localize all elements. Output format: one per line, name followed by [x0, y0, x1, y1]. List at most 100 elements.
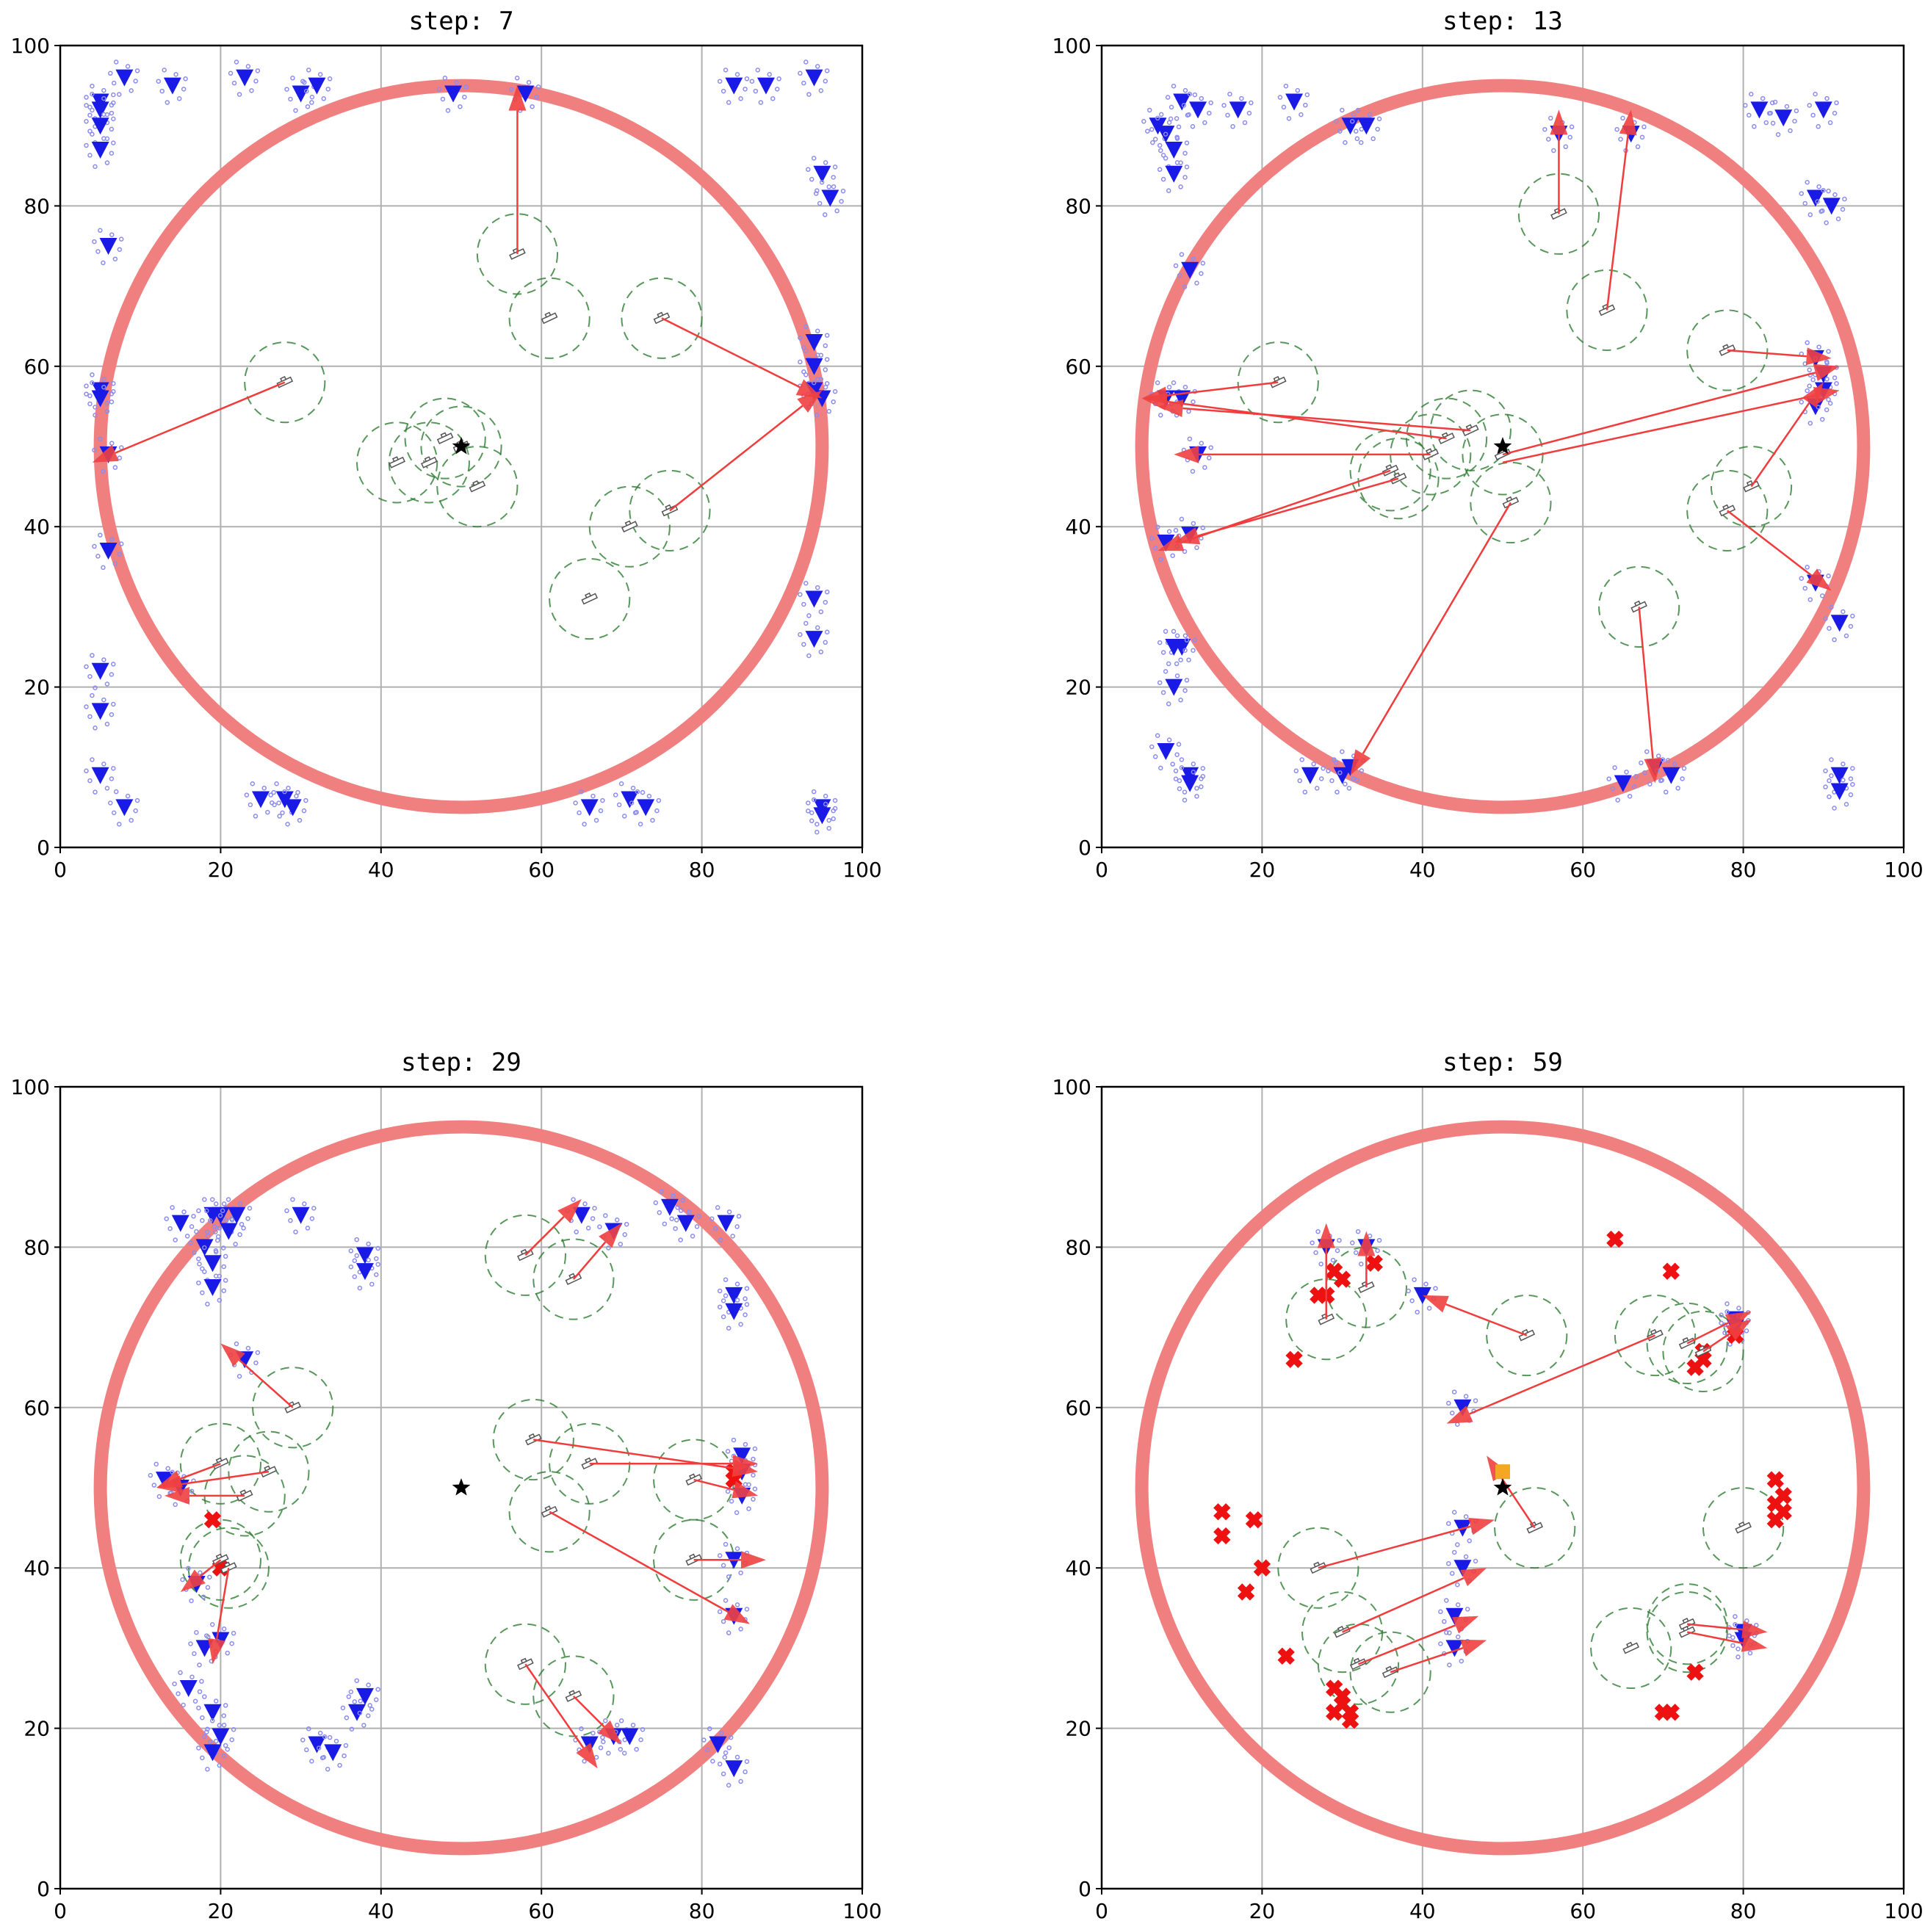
agent-ship-icon	[1735, 1521, 1752, 1534]
target-noise-dot	[247, 1206, 253, 1211]
target-noise-dot	[1841, 778, 1846, 783]
arrow-head	[1174, 445, 1199, 463]
target-noise-dot	[198, 1570, 203, 1576]
target-noise-dot	[228, 70, 234, 76]
target-noise-dot	[229, 1218, 235, 1223]
target-triangle	[355, 1247, 374, 1265]
target-noise-dot	[1334, 760, 1339, 766]
target-triangle	[756, 77, 775, 95]
destroyed-bar	[1766, 1495, 1784, 1513]
target-triangle	[725, 1760, 743, 1778]
target-noise-dot	[734, 1754, 740, 1760]
target-noise-dot	[1293, 768, 1299, 774]
target-noise-dot	[225, 1197, 231, 1202]
center-star-icon	[452, 1478, 471, 1496]
target-noise-dot	[823, 384, 828, 390]
target-noise-dot	[1733, 1614, 1738, 1619]
sensor-range-circle	[1566, 269, 1648, 351]
agent-cabin	[472, 480, 480, 487]
target-noise-dot	[751, 1456, 756, 1462]
target-noise-dot	[109, 151, 115, 156]
target-noise-dot	[1239, 95, 1244, 101]
agent-ship-icon	[581, 1457, 599, 1470]
arrow-shaft	[1502, 394, 1816, 464]
target-noise-dot	[1170, 761, 1175, 767]
target-triangle	[1453, 1399, 1472, 1417]
target-noise-dot	[638, 822, 643, 827]
target-noise-dot	[317, 1730, 323, 1736]
target-noise-dot	[348, 1689, 354, 1695]
x-tick-label: 100	[1884, 1899, 1923, 1923]
target-noise-dot	[1805, 388, 1810, 394]
target-noise-dot	[726, 1574, 732, 1580]
target-marker	[204, 1197, 236, 1234]
arrow-shaft	[524, 1216, 565, 1256]
arrow-head	[508, 85, 527, 111]
target-noise-dot	[248, 802, 253, 808]
assignment-arrow	[1422, 1295, 1528, 1336]
target-noise-dot	[282, 789, 287, 795]
target-noise-dot	[1281, 104, 1287, 110]
destroyed-bar	[1686, 1663, 1704, 1681]
target-noise-dot	[1150, 140, 1155, 145]
target-noise-dot	[1174, 661, 1180, 667]
target-noise-dot	[1174, 673, 1180, 679]
target-marker	[1350, 107, 1382, 145]
target-noise-dot	[1160, 690, 1166, 695]
target-noise-dot	[213, 1273, 219, 1278]
target-noise-dot	[1375, 126, 1380, 132]
target-marker	[348, 1678, 380, 1716]
target-noise-dot	[694, 1224, 700, 1229]
target-noise-dot	[1805, 180, 1810, 185]
agent-ship-icon	[1678, 1618, 1696, 1630]
y-tick-label: 0	[1078, 1877, 1091, 1901]
target-noise-dot	[1191, 399, 1196, 405]
target-noise-dot	[111, 100, 116, 106]
target-noise-dot	[366, 1713, 371, 1718]
target-noise-dot	[223, 1278, 228, 1283]
target-marker	[244, 781, 276, 819]
x-tick-label: 80	[689, 1899, 715, 1923]
destroyed-marker	[1662, 1704, 1680, 1721]
target-noise-dot	[1286, 116, 1292, 121]
target-noise-dot	[801, 369, 806, 375]
target-noise-dot	[250, 781, 256, 786]
target-noise-dot	[245, 1216, 250, 1221]
target-noise-dot	[1313, 1250, 1318, 1256]
arrow-shaft	[1197, 477, 1399, 537]
target-noise-dot	[274, 781, 279, 786]
target-noise-dot	[1163, 156, 1169, 161]
x-tick-label: 0	[54, 858, 67, 882]
target-noise-dot	[1184, 678, 1190, 683]
target-noise-dot	[196, 1280, 201, 1286]
center-star-icon	[1493, 1478, 1512, 1496]
target-noise-dot	[1165, 95, 1171, 100]
target-noise-dot	[176, 96, 182, 101]
arrow-head	[576, 1743, 598, 1769]
target-noise-dot	[181, 1702, 186, 1708]
target-noise-dot	[809, 818, 815, 824]
target-noise-dot	[234, 59, 239, 65]
target-noise-dot	[1770, 120, 1776, 126]
target-marker	[717, 1750, 750, 1788]
target-noise-dot	[806, 613, 812, 618]
y-tick-label: 100	[1052, 1075, 1091, 1099]
target-noise-dot	[188, 1641, 193, 1646]
target-noise-dot	[1155, 733, 1160, 738]
target-noise-dot	[743, 1482, 748, 1487]
chart-panel-1: step: 7 0 20 40 60 80 100 0 20 40 60 80 100	[11, 7, 881, 882]
target-noise-dot	[1827, 120, 1833, 126]
agent-cabin	[568, 1690, 576, 1696]
target-noise-dot	[188, 1240, 193, 1245]
target-triangle	[348, 1704, 366, 1721]
agent-ship-icon	[1269, 376, 1287, 388]
target-noise-dot	[1184, 637, 1190, 643]
target-noise-dot	[751, 1472, 756, 1478]
target-noise-dot	[213, 1201, 219, 1206]
target-noise-dot	[293, 108, 298, 113]
target-noise-dot	[1631, 784, 1637, 789]
destroyed-marker	[1686, 1663, 1704, 1681]
assignment-arrow	[1502, 386, 1840, 464]
target-noise-dot	[1359, 1262, 1364, 1267]
sensor-range-circle	[1646, 1302, 1728, 1385]
